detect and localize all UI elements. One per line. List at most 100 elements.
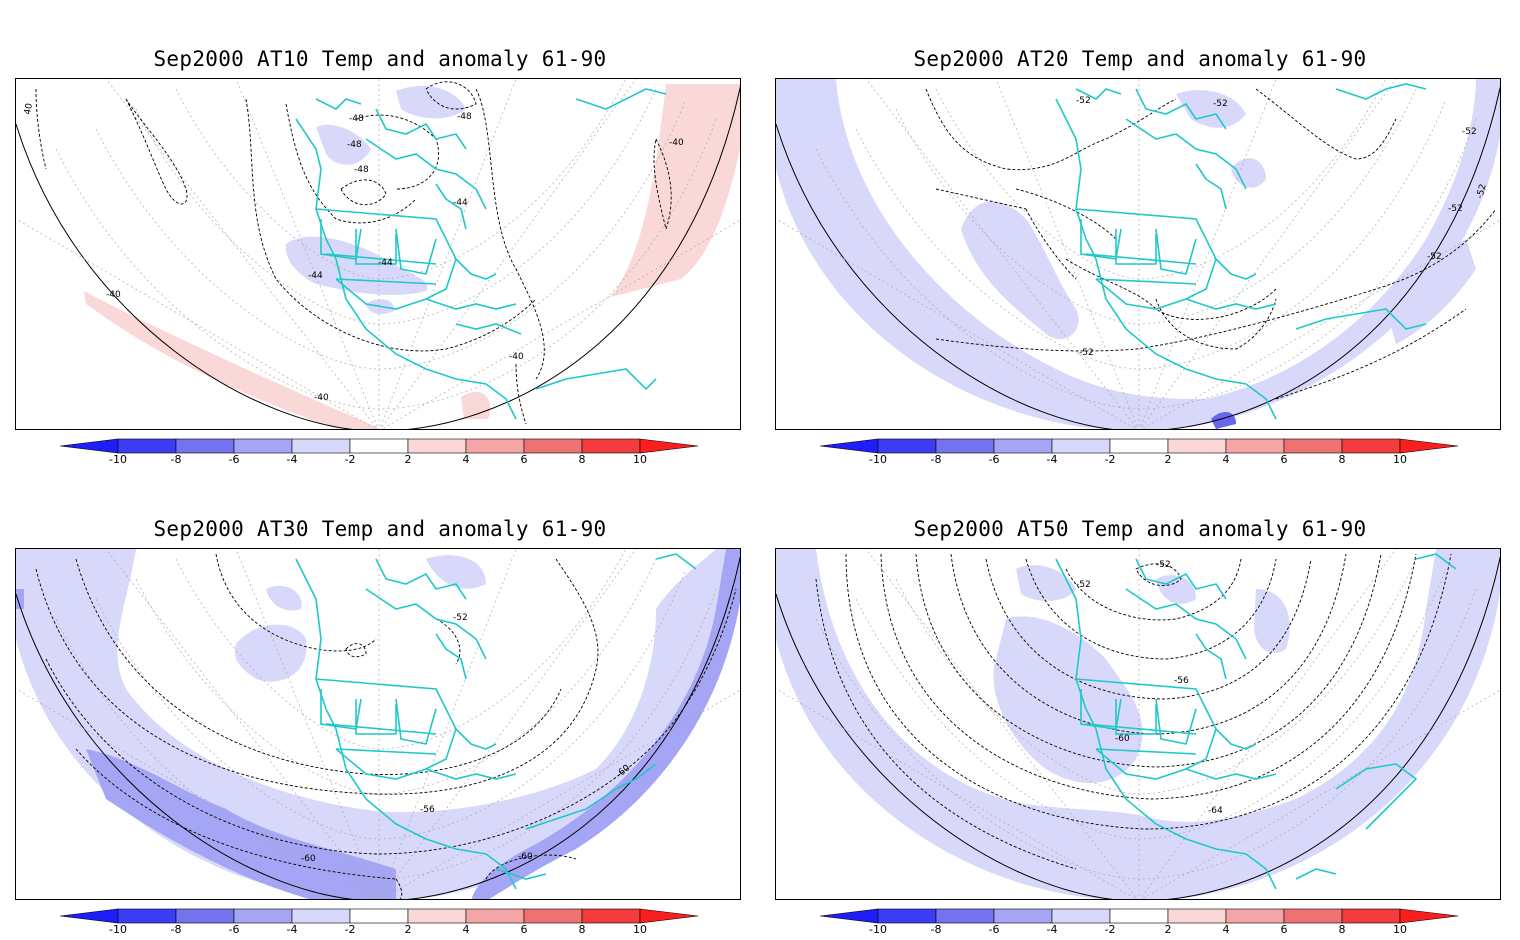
colorbar-segment xyxy=(877,908,937,924)
contour-label: 40 xyxy=(23,102,35,115)
negative-anomaly-region xyxy=(1176,90,1246,128)
contour-label: -52 xyxy=(1427,252,1442,262)
map-at20: -52 -52 -52 -52 -52 -52 -52 xyxy=(775,78,1501,430)
hemisphere-edge xyxy=(776,555,1500,899)
colorbar-at50: -10 -8 -6 -4 -2 2 4 6 8 10 xyxy=(820,908,1460,938)
colorbar-tick-label: 6 xyxy=(520,923,528,936)
colorbar-tick-label: 6 xyxy=(520,453,528,466)
negative-anomaly-region xyxy=(1386,239,1476,344)
contour-label: -48 xyxy=(457,112,472,122)
positive-anomaly-region xyxy=(611,84,740,297)
colorbar-tick-label: 2 xyxy=(1164,453,1172,466)
colorbar-tick-label: 2 xyxy=(404,453,412,466)
colorbar-tick-label: 4 xyxy=(1222,453,1230,466)
map-at10: 40 -48 -48 -48 -48 -44 -44 -44 -40 -40 -… xyxy=(15,78,741,430)
colorbar-segment xyxy=(993,438,1053,454)
colorbar-segment xyxy=(935,908,995,924)
colorbar-tick-label: -10 xyxy=(109,923,127,936)
contour-label: -52 xyxy=(1076,580,1091,590)
coastlines xyxy=(1055,553,1457,890)
colorbar-tick-label: 4 xyxy=(462,453,470,466)
colorbar-segment xyxy=(1341,908,1401,924)
contour-label: -60 xyxy=(518,852,533,862)
colorbar-arrow-right xyxy=(639,908,699,924)
panel-title-at30: Sep2000 AT30 Temp and anomaly 61-90 xyxy=(153,517,607,541)
colorbar-arrow-left xyxy=(60,908,119,924)
colorbar-tick-label: 8 xyxy=(1338,923,1346,936)
colorbar-segment xyxy=(1051,438,1111,454)
colorbar-tick-label: -4 xyxy=(286,453,298,466)
colorbar-tick-label: 10 xyxy=(633,923,647,936)
colorbar-arrow-left xyxy=(820,438,879,454)
contour-label: -44 xyxy=(308,271,323,281)
contour-label: -52 xyxy=(1156,560,1171,570)
coastlines xyxy=(295,88,667,420)
colorbar-segment xyxy=(581,438,641,454)
coastlines xyxy=(1055,83,1427,420)
contour-label: -40 xyxy=(314,393,329,403)
panel-title-at20: Sep2000 AT20 Temp and anomaly 61-90 xyxy=(913,47,1367,71)
graticule xyxy=(16,549,740,899)
colorbar-svg xyxy=(60,908,699,924)
colorbar-tick-label: -6 xyxy=(988,923,1000,936)
negative-anomaly-region xyxy=(234,624,307,682)
temperature-contours xyxy=(35,553,737,899)
contour-label: -48 xyxy=(354,165,369,175)
contour-label: -56 xyxy=(420,805,435,815)
colorbar-tick-label: -2 xyxy=(1104,923,1116,936)
map-at30-svg: -52 -56 -60 -60 -60 xyxy=(16,549,740,899)
colorbar-tick-label: 2 xyxy=(1164,923,1172,936)
colorbar-svg xyxy=(820,908,1459,924)
negative-anomaly-region xyxy=(1156,575,1196,604)
negative-anomaly-region xyxy=(961,201,1079,340)
colorbar-tick-label: -2 xyxy=(344,453,356,466)
colorbar-segment xyxy=(349,908,409,924)
contour-label: -52 xyxy=(453,613,468,623)
colorbar-tick-label: 6 xyxy=(1280,453,1288,466)
temperature-contours xyxy=(925,88,1497,400)
colorbar-segment xyxy=(993,908,1053,924)
colorbar-segment xyxy=(233,438,293,454)
colorbar-segment xyxy=(1225,438,1285,454)
colorbar-segment xyxy=(1109,438,1169,454)
colorbar-tick-label: 8 xyxy=(1338,453,1346,466)
colorbar-arrow-right xyxy=(639,438,699,454)
panel-title-at50: Sep2000 AT50 Temp and anomaly 61-90 xyxy=(913,517,1367,541)
negative-anomaly-region xyxy=(1231,158,1266,188)
colorbar-arrow-left xyxy=(60,438,119,454)
hemisphere-edge xyxy=(16,85,740,429)
negative-anomaly-region xyxy=(1254,589,1290,653)
colorbar-segment xyxy=(523,908,583,924)
contour-label: -64 xyxy=(1208,806,1223,816)
colorbar-segment xyxy=(1283,438,1343,454)
contour-label: -40 xyxy=(669,138,684,148)
colorbar-tick-label: 2 xyxy=(404,923,412,936)
map-at50-svg: -52 -52 -56 -60 -64 xyxy=(776,549,1500,899)
colorbar-tick-label: 6 xyxy=(1280,923,1288,936)
colorbar-segment xyxy=(465,438,525,454)
colorbar-tick-label: -8 xyxy=(170,923,182,936)
colorbar-segment xyxy=(1167,438,1227,454)
colorbar-segment xyxy=(1051,908,1111,924)
colorbar-segment xyxy=(291,438,351,454)
contour-label: -52 xyxy=(1448,204,1463,214)
colorbar-segment xyxy=(1167,908,1227,924)
negative-anomaly-region xyxy=(396,85,466,119)
colorbar-segment xyxy=(1341,438,1401,454)
hemisphere-edge xyxy=(776,85,1500,429)
colorbar-tick-label: -2 xyxy=(344,923,356,936)
colorbar-tick-label: -8 xyxy=(930,923,942,936)
colorbar-tick-label: -4 xyxy=(286,923,298,936)
colorbar-segment xyxy=(117,908,177,924)
colorbar-segment xyxy=(523,438,583,454)
colorbar-tick-label: 8 xyxy=(578,923,586,936)
contour-label: -60 xyxy=(1115,734,1130,744)
negative-anomaly-region xyxy=(316,124,371,165)
colorbar-segment xyxy=(233,908,293,924)
colorbar-tick-label: 10 xyxy=(633,453,647,466)
negative-anomaly-region xyxy=(86,749,396,899)
negative-anomaly-region xyxy=(426,555,486,589)
colorbar-segment xyxy=(407,438,467,454)
colorbar-tick-label: -8 xyxy=(170,453,182,466)
temperature-contours xyxy=(815,553,1452,870)
